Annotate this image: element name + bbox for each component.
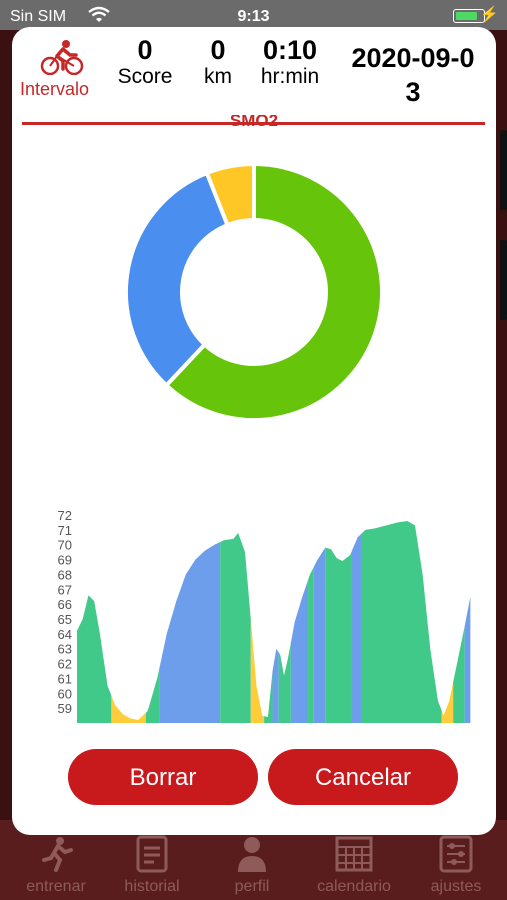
distance-stat: 0 km [190, 35, 246, 89]
session-detail-modal: Intervalo 0 Score 0 km 0:10 hr:min 2020-… [12, 27, 496, 835]
date-line-2: 3 [405, 77, 421, 107]
donut-segment-yellow [204, 161, 256, 228]
distance-label: km [204, 65, 232, 88]
profile-icon [238, 837, 266, 872]
calendar-icon [335, 836, 373, 872]
tab-label: perfil [234, 878, 270, 895]
area-band-green [308, 567, 314, 723]
date-line-1: 2020-09-0 [351, 43, 475, 73]
score-value: 0 [137, 35, 153, 65]
background-edge [500, 130, 507, 210]
zone-donut-chart [124, 161, 384, 422]
y-tick-label: 61 [58, 671, 72, 686]
area-band-green [278, 642, 291, 723]
background-edge [500, 240, 507, 320]
area-band-green [325, 547, 352, 723]
y-tick-label: 63 [58, 642, 72, 657]
tab-label: historial [124, 878, 180, 895]
y-tick-label: 64 [58, 627, 72, 642]
runner-icon [42, 837, 73, 872]
area-band-blue [290, 580, 309, 723]
tab-calendario[interactable]: calendario [306, 834, 402, 896]
y-tick-label: 70 [58, 538, 72, 553]
y-tick-label: 67 [58, 582, 72, 597]
area-band-blue [159, 542, 221, 723]
tab-label: calendario [317, 878, 391, 895]
wifi-icon [88, 6, 110, 29]
y-tick-label: 59 [58, 701, 72, 716]
tab-ajustes[interactable]: ajustes [408, 834, 504, 896]
area-band-blue [313, 547, 326, 723]
cancel-button[interactable]: Cancelar [268, 749, 458, 805]
y-tick-label: 60 [58, 686, 72, 701]
y-tick-label: 65 [58, 612, 72, 627]
y-tick-label: 62 [58, 657, 72, 672]
duration-label: hr:min [260, 65, 320, 88]
area-band-green [220, 532, 251, 723]
session-header: Intervalo 0 Score 0 km 0:10 hr:min 2020-… [12, 27, 496, 119]
y-tick-label: 71 [58, 523, 72, 538]
area-band-green [145, 669, 160, 723]
y-tick-label: 69 [58, 553, 72, 568]
score-label: Score [117, 65, 173, 88]
distance-value: 0 [210, 35, 226, 65]
area-band-yellow [111, 695, 146, 723]
area-band-green [264, 671, 273, 723]
area-band-blue [351, 533, 362, 723]
settings-sliders-icon [439, 835, 473, 873]
carrier-label: Sin SIM [10, 8, 67, 25]
history-icon [136, 835, 168, 873]
y-tick-label: 66 [58, 597, 72, 612]
status-bar: Sin SIM 9:13 ⚡ [0, 0, 507, 30]
donut-segment-green [163, 161, 384, 422]
battery-icon [453, 9, 485, 23]
duration-value: 0:10 [262, 35, 318, 65]
y-tick-label: 72 [58, 508, 72, 523]
area-band-green [361, 520, 442, 723]
mode-label: Intervalo [20, 79, 90, 99]
smo2-area-chart: 59606162636465666768697071721.08'2.16'3.… [58, 508, 471, 723]
donut-segment-blue [124, 170, 231, 389]
y-tick-label: 68 [58, 567, 72, 582]
area-band-blue [272, 648, 279, 723]
area-band-yellow [250, 619, 265, 723]
clock: 9:13 [237, 8, 270, 25]
session-date: 2020-09-0 3 [330, 41, 496, 109]
charging-bolt-icon: ⚡ [480, 6, 499, 23]
area-band-green [453, 626, 465, 723]
delete-button[interactable]: Borrar [68, 749, 258, 805]
tab-label: ajustes [430, 878, 482, 895]
duration-stat: 0:10 hr:min [254, 35, 326, 89]
tab-historial[interactable]: historial [104, 834, 200, 896]
area-band-blue [464, 596, 471, 723]
cyclist-icon [40, 40, 84, 75]
area-band-yellow [441, 682, 454, 723]
area-band-green [77, 595, 112, 723]
header-divider [22, 122, 485, 125]
tab-entrenar[interactable]: entrenar [8, 834, 104, 896]
tab-perfil[interactable]: perfil [204, 834, 300, 896]
score-stat: 0 Score [112, 35, 178, 89]
tab-label: entrenar [26, 878, 86, 895]
